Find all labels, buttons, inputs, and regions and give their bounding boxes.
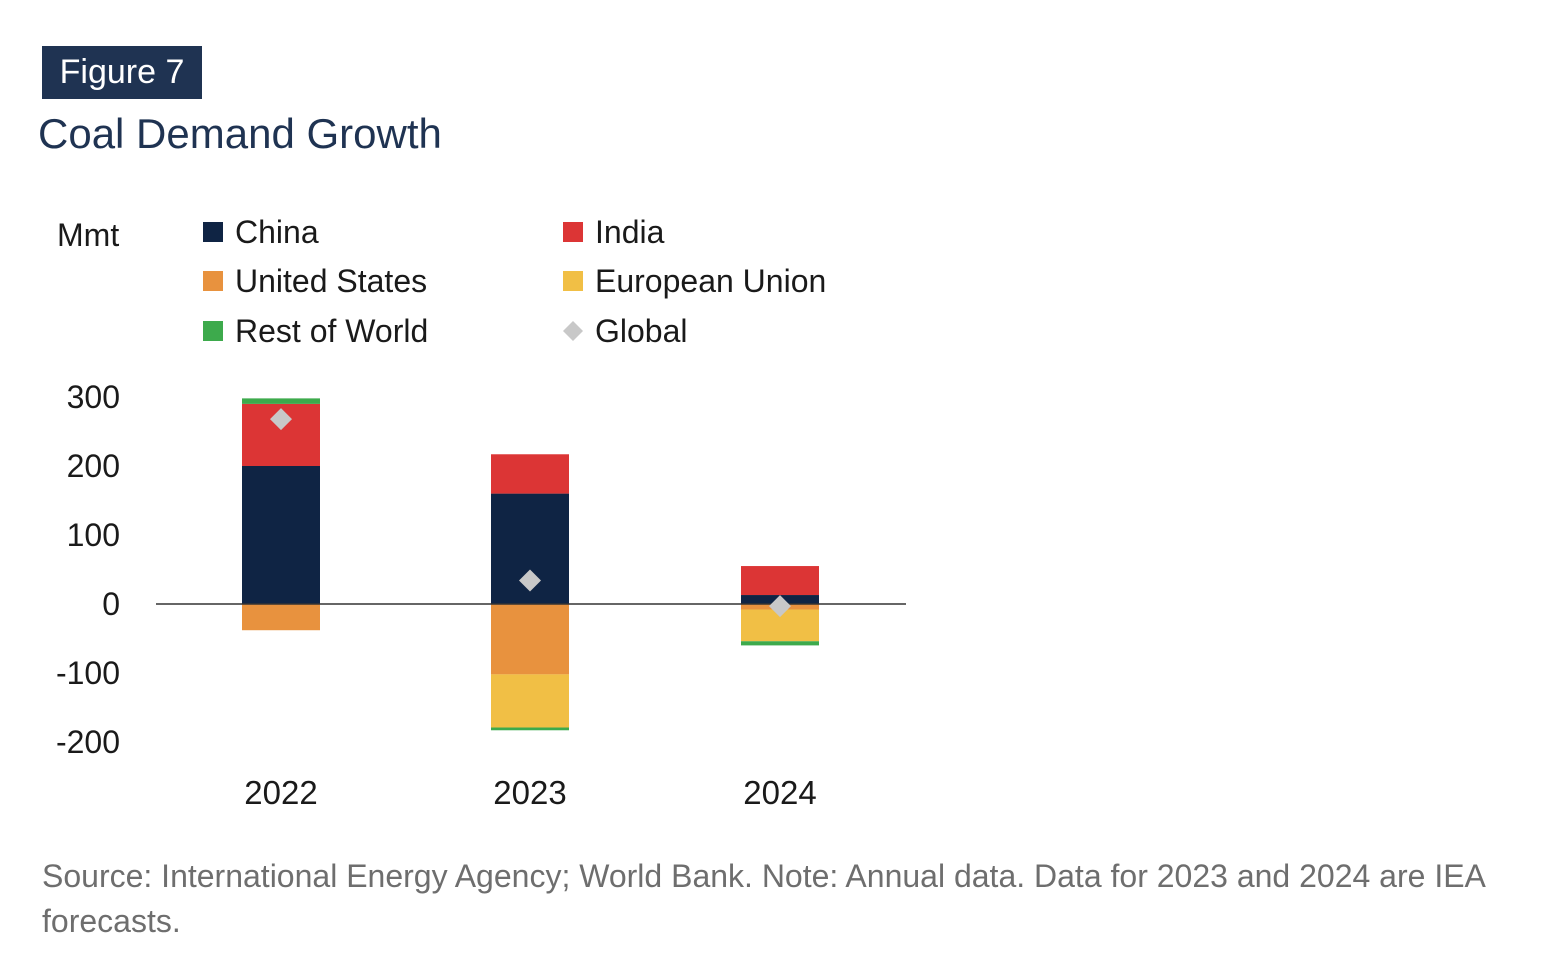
legend-swatch-european-union bbox=[563, 271, 583, 291]
bar-european-union-2023 bbox=[491, 674, 569, 728]
bar-rest-of-world-2023 bbox=[491, 727, 569, 731]
y-tick-label: 300 bbox=[67, 379, 120, 415]
global-markers bbox=[270, 408, 791, 618]
y-tick-label: -200 bbox=[56, 724, 120, 760]
y-tick-label: 100 bbox=[67, 517, 120, 553]
legend-label-india: India bbox=[595, 214, 665, 250]
x-tick-label: 2024 bbox=[743, 774, 816, 811]
bar-india-2023 bbox=[491, 454, 569, 494]
legend-swatch-united-states bbox=[203, 271, 223, 291]
global-point-2024 bbox=[769, 595, 791, 618]
y-axis: Mmt 300 200 100 0 -100 -200 bbox=[56, 217, 120, 760]
legend-label-european-union: European Union bbox=[595, 263, 826, 299]
global-point-2022 bbox=[270, 408, 292, 431]
legend: China India United States European Union Res… bbox=[203, 214, 826, 349]
legend-label-rest-of-world: Rest of World bbox=[235, 313, 428, 349]
y-tick-label: 0 bbox=[102, 586, 120, 622]
bar-china-2022 bbox=[242, 466, 320, 604]
legend-swatch-china bbox=[203, 222, 223, 242]
legend-swatch-global bbox=[563, 321, 583, 341]
legend-label-united-states: United States bbox=[235, 263, 427, 299]
bar-united-states-2022 bbox=[242, 604, 320, 631]
source-note: Source: International Energy Agency; Wor… bbox=[42, 858, 1485, 939]
y-axis-unit-label: Mmt bbox=[57, 217, 119, 253]
x-tick-label: 2023 bbox=[493, 774, 566, 811]
bar-rest-of-world-2022 bbox=[242, 398, 320, 404]
bar-united-states-2023 bbox=[491, 604, 569, 675]
y-tick-label: -100 bbox=[56, 655, 120, 691]
figure-label: Figure 7 bbox=[42, 46, 202, 99]
chart-title: Coal Demand Growth bbox=[38, 110, 442, 157]
bars bbox=[242, 398, 819, 731]
bar-rest-of-world-2024 bbox=[741, 641, 819, 646]
legend-swatch-rest-of-world bbox=[203, 321, 223, 341]
legend-swatch-india bbox=[563, 222, 583, 242]
x-tick-label: 2022 bbox=[244, 774, 317, 811]
global-point-2023 bbox=[519, 569, 541, 592]
y-tick-label: 200 bbox=[67, 448, 120, 484]
bar-india-2024 bbox=[741, 566, 819, 596]
x-axis: 2022 2023 2024 bbox=[244, 774, 816, 811]
legend-label-global: Global bbox=[595, 313, 688, 349]
legend-label-china: China bbox=[235, 214, 319, 250]
